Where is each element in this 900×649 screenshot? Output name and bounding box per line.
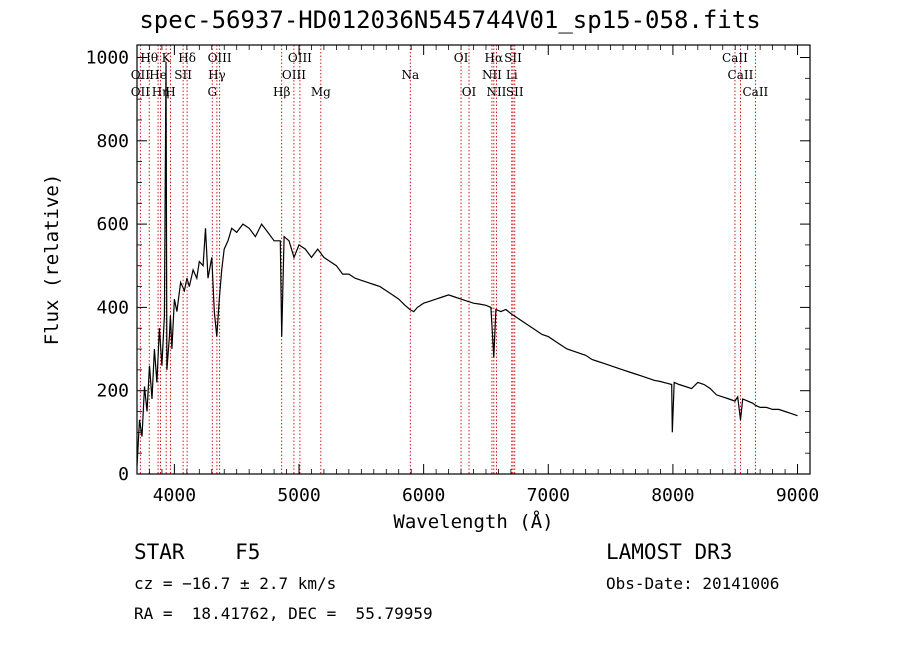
- line-marker-label: Hα: [485, 51, 504, 65]
- coordinates: RA = 18.41762, DEC = 55.79959: [134, 604, 433, 623]
- x-tick-label: 4000: [153, 485, 196, 506]
- line-marker-label: OIII: [288, 51, 312, 65]
- line-marker-label: OII: [131, 85, 151, 99]
- line-marker-label: SII: [504, 51, 522, 65]
- line-markers: [139, 45, 756, 474]
- spectrum-line: [136, 61, 798, 466]
- line-marker-label: CaII: [722, 51, 748, 65]
- line-marker-label: OIII: [208, 51, 232, 65]
- line-marker-label: Na: [401, 68, 419, 82]
- y-tick-label: 400: [96, 297, 129, 318]
- line-marker-label: SII: [174, 68, 192, 82]
- x-tick-label: 9000: [776, 485, 819, 506]
- plot-frame: [136, 44, 811, 475]
- line-marker-label: Mg: [311, 85, 331, 99]
- line-marker-label: NII: [486, 85, 506, 99]
- line-marker-label: OII: [131, 68, 151, 82]
- line-marker-label: Hθ: [140, 51, 158, 65]
- line-marker-label: He: [149, 68, 167, 82]
- line-marker-label: OI: [454, 51, 469, 65]
- line-marker-label: G: [207, 85, 217, 99]
- y-tick-label: 0: [118, 464, 129, 485]
- line-marker-label: OI: [462, 85, 477, 99]
- line-marker-label: H: [165, 85, 175, 99]
- object-class: STAR F5: [134, 540, 261, 564]
- x-axis-label: Wavelength (Å): [393, 510, 553, 533]
- obs-date: Obs-Date: 20141006: [606, 574, 780, 593]
- line-marker-label: Hβ: [273, 85, 290, 99]
- line-marker-labels: HθHηHeOIIOIIKHSIIHδGHγOIIIHβOIIIOIIIMgNa…: [131, 51, 769, 99]
- line-marker-label: OIII: [282, 68, 306, 82]
- line-marker-label: Li: [506, 68, 518, 82]
- y-tick-label: 200: [96, 381, 129, 402]
- line-marker-label: NII: [482, 68, 502, 82]
- line-marker-label: Hη: [152, 85, 170, 99]
- survey-name: LAMOST DR3: [606, 540, 733, 564]
- line-marker-label: SII: [506, 85, 524, 99]
- line-marker-label: Hδ: [178, 51, 196, 65]
- redshift-readout: cz = −16.7 ± 2.7 km/s: [134, 574, 337, 593]
- chart-title: spec-56937-HD012036N545744V01_sp15-058.f…: [139, 6, 761, 34]
- line-marker-label: Hγ: [208, 68, 226, 82]
- x-tick-label: 6000: [402, 485, 445, 506]
- y-tick-label: 800: [96, 131, 129, 152]
- line-marker-label: K: [162, 51, 172, 65]
- axis-ticks: 4000 5000 6000 7000 8000 9000 0 200 400 600 800 100…: [86, 45, 819, 506]
- line-marker-label: CaII: [742, 85, 768, 99]
- line-marker-label: CaII: [728, 68, 754, 82]
- x-tick-label: 5000: [277, 485, 320, 506]
- y-tick-label: 1000: [86, 47, 129, 68]
- y-tick-label: 600: [96, 214, 129, 235]
- x-tick-label: 8000: [651, 485, 694, 506]
- y-axis-label: Flux (relative): [41, 174, 63, 346]
- x-tick-label: 7000: [527, 485, 570, 506]
